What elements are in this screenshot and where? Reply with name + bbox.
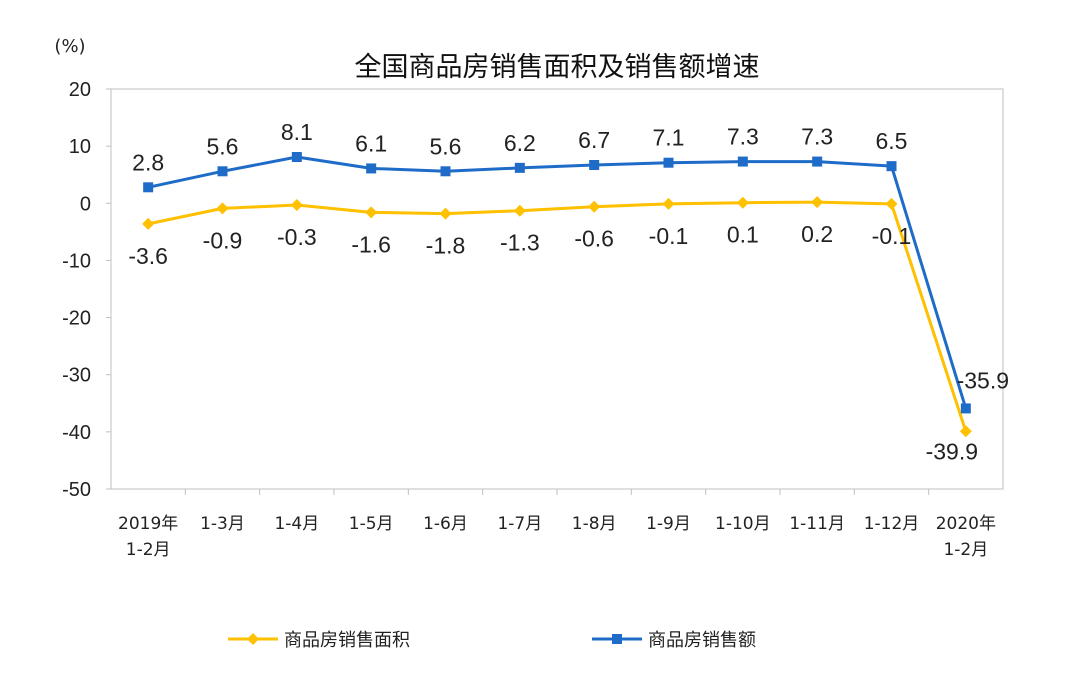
data-label: -0.6 xyxy=(574,226,614,252)
y-tick-label: 20 xyxy=(69,79,91,101)
data-label: -0.1 xyxy=(872,223,912,249)
x-tick-label: 1-6月 xyxy=(423,514,468,534)
x-tick-label: 1-2月 xyxy=(126,540,171,560)
chart-title: 全国商品房销售面积及销售额增速 xyxy=(355,52,760,83)
data-label: 7.3 xyxy=(727,124,759,150)
x-tick-label: 1-2月 xyxy=(943,540,988,560)
data-label: 5.6 xyxy=(430,133,462,159)
data-point-diamond xyxy=(736,196,749,209)
data-point-square xyxy=(514,162,525,173)
x-tick-label: 1-10月 xyxy=(715,514,771,534)
data-point-square xyxy=(217,166,228,177)
series-markers xyxy=(142,152,972,438)
series-line xyxy=(147,200,968,432)
y-tick-label: -10 xyxy=(62,250,91,272)
data-label: -39.9 xyxy=(926,438,978,464)
y-axis: 20 10 0 -10 -20 -30 -40 -50 xyxy=(62,79,111,501)
legend-label: 商品房销售面积 xyxy=(284,630,410,651)
data-point-diamond xyxy=(959,425,972,438)
x-tick-label: 1-7月 xyxy=(497,514,542,534)
legend-label: 商品房销售额 xyxy=(648,630,756,651)
data-label: 6.1 xyxy=(355,130,387,156)
data-label: 8.1 xyxy=(281,119,313,145)
data-label: -0.1 xyxy=(649,223,689,249)
data-point-square xyxy=(440,166,451,177)
data-point-diamond xyxy=(216,202,229,215)
x-axis: 2019年 1-2月 1-3月 1-4月 1-5月 1-6月 1-7月 1-8月 1-9月 1-1… xyxy=(118,489,996,560)
data-point-square xyxy=(366,163,377,174)
y-tick-label: 10 xyxy=(69,136,91,158)
data-point-square xyxy=(589,160,600,170)
series-line xyxy=(147,155,968,409)
data-label: -1.6 xyxy=(351,231,391,257)
data-point-diamond xyxy=(885,197,898,210)
data-label: -1.8 xyxy=(426,233,466,259)
data-label: -0.3 xyxy=(277,224,317,250)
data-labels: -3.6 -0.9 -0.3 -1.6 -1.8 -1.3 -0.6 -0.1 0.1 0.2 -0… xyxy=(128,119,1009,464)
x-tick-label: 1-9月 xyxy=(646,514,691,534)
data-point-square xyxy=(663,157,674,168)
data-point-diamond xyxy=(513,204,526,217)
x-tick-label: 1-3月 xyxy=(200,514,245,534)
legend-marker-square xyxy=(612,634,622,644)
data-point-diamond xyxy=(142,217,155,230)
x-tick-label: 2019年 xyxy=(118,514,178,534)
data-point-square xyxy=(886,161,897,172)
x-tick-label: 2020年 xyxy=(936,514,996,534)
data-label: 7.1 xyxy=(653,125,685,151)
data-label: -0.9 xyxy=(203,227,243,253)
data-label: -1.3 xyxy=(500,230,540,256)
data-label: -3.6 xyxy=(128,243,168,269)
y-tick-label: -40 xyxy=(62,422,91,444)
data-label: 6.2 xyxy=(504,130,536,156)
x-tick-label: 1-12月 xyxy=(864,514,920,534)
data-label: 6.7 xyxy=(578,127,610,153)
data-label: 5.6 xyxy=(207,133,239,159)
series-lines xyxy=(147,155,968,432)
y-axis-unit: (%) xyxy=(54,36,85,57)
data-point-diamond xyxy=(662,197,675,210)
data-point-square xyxy=(960,403,971,414)
data-label: 6.5 xyxy=(876,128,908,154)
data-point-diamond xyxy=(811,196,824,209)
x-tick-label: 1-11月 xyxy=(789,514,845,534)
legend-marker-diamond xyxy=(247,633,259,645)
data-point-square xyxy=(291,152,302,162)
data-point-square xyxy=(143,182,154,193)
data-point-square xyxy=(737,156,748,167)
y-tick-label: 0 xyxy=(80,193,91,215)
data-point-diamond xyxy=(439,207,452,220)
data-label: 7.3 xyxy=(801,124,833,150)
x-tick-label: 1-8月 xyxy=(572,514,617,534)
y-tick-label: -30 xyxy=(62,365,91,387)
data-point-diamond xyxy=(588,200,601,213)
data-label: -35.9 xyxy=(957,367,1009,393)
y-tick-label: -50 xyxy=(62,479,91,501)
y-tick-label: -20 xyxy=(62,308,91,330)
legend: 商品房销售面积 商品房销售额 xyxy=(228,630,756,651)
data-point-diamond xyxy=(365,206,378,219)
data-label: 2.8 xyxy=(132,149,164,175)
data-label: 0.1 xyxy=(727,222,759,248)
data-label: 0.2 xyxy=(801,221,833,247)
x-tick-label: 1-4月 xyxy=(274,514,319,534)
data-point-diamond xyxy=(290,199,303,211)
x-tick-label: 1-5月 xyxy=(349,514,394,534)
data-point-square xyxy=(812,156,823,167)
plot-area xyxy=(110,88,1004,490)
